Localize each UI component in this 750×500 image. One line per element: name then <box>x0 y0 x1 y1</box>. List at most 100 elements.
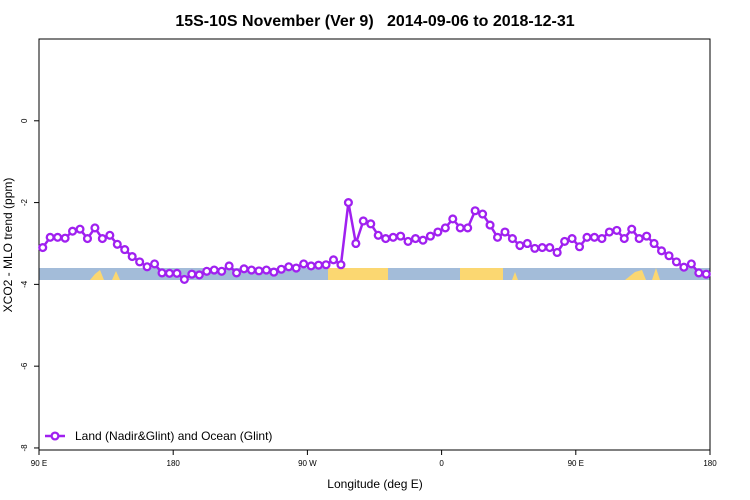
data-point <box>224 261 234 271</box>
data-point <box>187 269 197 279</box>
data-point <box>492 232 503 242</box>
data-point <box>418 235 428 245</box>
x-tick-label: 90 E <box>31 459 47 468</box>
data-point <box>366 219 376 229</box>
data-point <box>179 274 189 285</box>
data-point <box>82 234 93 244</box>
data-point <box>328 255 339 265</box>
data-point <box>656 246 667 256</box>
data-point <box>164 268 175 278</box>
data-point <box>671 257 681 267</box>
data-point <box>202 266 212 276</box>
data-point <box>500 227 510 237</box>
data-point <box>574 242 585 252</box>
data-point <box>612 225 622 235</box>
data-point <box>552 247 562 258</box>
x-tick-label: 0 <box>439 459 444 468</box>
data-point <box>448 214 458 224</box>
data-point <box>478 209 488 219</box>
data-point <box>589 232 599 242</box>
data-point <box>604 227 614 237</box>
data-point <box>679 262 689 272</box>
data-point <box>53 232 63 242</box>
data-point <box>97 234 107 244</box>
data-point <box>157 268 167 278</box>
data-point <box>112 239 122 249</box>
data-point <box>194 270 204 280</box>
chart-title: 15S-10S November (Ver 9) 2014-09-06 to 2… <box>175 13 574 30</box>
data-point <box>485 220 495 230</box>
data-point <box>410 234 421 244</box>
data-point <box>530 243 540 253</box>
data-point <box>567 234 577 244</box>
data-point <box>634 234 644 244</box>
data-point <box>142 262 152 272</box>
land-area <box>328 268 388 280</box>
data-point <box>522 238 532 249</box>
data-point <box>343 198 353 208</box>
data-point <box>470 206 480 216</box>
land-area <box>460 268 503 280</box>
data-point <box>276 264 286 274</box>
data-point <box>120 245 130 255</box>
data-point <box>269 267 279 277</box>
data-point <box>261 265 271 275</box>
y-tick-label: 0 <box>20 118 29 123</box>
data-point <box>381 234 391 244</box>
data-point <box>582 232 592 242</box>
data-point <box>246 265 257 275</box>
legend-marker <box>50 431 60 441</box>
legend-label: Land (Nadir&Glint) and Ocean (Glint) <box>75 429 272 443</box>
series <box>38 198 711 285</box>
data-point <box>90 223 100 233</box>
data-point <box>686 259 696 269</box>
data-point <box>135 257 145 267</box>
data-point <box>38 243 48 253</box>
data-point <box>664 251 674 261</box>
data-point <box>507 234 517 244</box>
data-point <box>642 231 652 241</box>
data-point <box>150 259 160 269</box>
data-point <box>560 236 570 246</box>
x-axis-label: Longitude (deg E) <box>327 477 422 491</box>
data-point <box>627 224 637 234</box>
data-point <box>239 264 249 274</box>
data-point <box>701 269 711 279</box>
x-tick-label: 180 <box>703 459 717 468</box>
data-point <box>75 224 85 234</box>
plot-frame <box>38 38 711 451</box>
data-point <box>455 223 465 233</box>
y-tick-label: -2 <box>20 198 29 206</box>
data-point <box>373 230 383 240</box>
data-point <box>619 234 629 244</box>
y-tick-label: -8 <box>20 444 29 452</box>
data-point <box>396 231 406 241</box>
data-point <box>440 223 450 233</box>
x-tick-label: 90 W <box>298 459 317 468</box>
data-point <box>694 268 704 278</box>
data-point <box>284 262 294 272</box>
data-point <box>254 266 264 276</box>
data-point <box>388 232 398 242</box>
legend-entry: Land (Nadir&Glint) and Ocean (Glint) <box>45 429 272 443</box>
data-point <box>127 252 137 262</box>
data-point <box>217 266 227 276</box>
data-point <box>60 233 70 243</box>
data-point <box>351 238 361 249</box>
data-point <box>649 238 659 249</box>
data-point <box>425 231 435 241</box>
data-point <box>209 265 219 275</box>
x-tick-label: 90 E <box>568 459 584 468</box>
data-point <box>321 260 331 270</box>
land-ocean-strip <box>39 268 710 280</box>
y-tick-label: -6 <box>20 362 29 370</box>
y-axis-label: XCO2 - MLO trend (ppm) <box>1 178 15 313</box>
data-point <box>515 240 525 251</box>
data-point <box>299 259 309 269</box>
data-point <box>45 232 55 242</box>
data-point <box>291 263 301 273</box>
data-point <box>403 236 413 246</box>
